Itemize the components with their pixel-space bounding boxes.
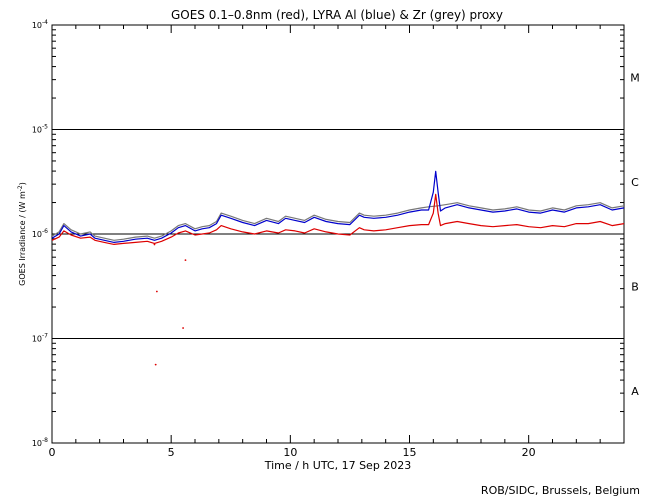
outlier-point [155, 290, 158, 293]
y-axis-ticks: 10-410-510-610-710-8 [32, 19, 624, 448]
y-axis-label-end: ) [18, 182, 27, 185]
x-axis-label: Time / h UTC, 17 Sep 2023 [264, 459, 412, 472]
y-tick-exponent: -5 [42, 124, 48, 131]
x-tick-label: 15 [403, 446, 417, 459]
y-tick-label: 10-4 [32, 19, 48, 30]
series-line-1 [51, 170, 625, 243]
outlier-point [153, 243, 156, 246]
series-line-0 [51, 202, 625, 241]
flare-class-c: C [631, 176, 639, 189]
data-series [51, 170, 625, 245]
y-tick-label: 10-5 [32, 124, 48, 135]
outlier-point [182, 327, 184, 329]
chart-title: GOES 0.1–0.8nm (red), LYRA Al (blue) & Z… [171, 8, 503, 22]
flare-class-labels: M C B A [630, 71, 640, 398]
x-tick-label: 5 [168, 446, 175, 459]
y-tick-exponent: -8 [42, 437, 48, 444]
outlier-point [184, 259, 187, 262]
y-tick-base: 10 [32, 21, 42, 30]
y-tick-label: 10-8 [32, 437, 48, 448]
flare-class-a: A [631, 385, 639, 398]
x-tick-label: 0 [49, 446, 56, 459]
outlier-points [153, 243, 187, 366]
x-axis-ticks: 0 5 10 15 20 [49, 25, 625, 459]
flare-class-b: B [631, 280, 639, 293]
flare-class-m: M [630, 71, 640, 84]
y-tick-exponent: -4 [42, 19, 48, 26]
y-axis-label: GOES Irradiance / (W m-2) [17, 182, 27, 286]
series-line-2 [51, 193, 625, 245]
y-axis-label-main: GOES Irradiance / (W m [18, 191, 27, 286]
y-axis-label-superscript: -2 [17, 185, 24, 191]
outlier-point [154, 363, 157, 366]
y-tick-exponent: -6 [42, 228, 48, 235]
credit-text: ROB/SIDC, Brussels, Belgium [481, 484, 640, 497]
y-tick-base: 10 [32, 126, 42, 135]
x-tick-label: 10 [283, 446, 297, 459]
y-tick-base: 10 [32, 335, 42, 344]
y-tick-base: 10 [32, 230, 42, 239]
y-tick-exponent: -7 [42, 333, 48, 340]
y-tick-label: 10-7 [32, 333, 48, 344]
x-tick-label: 20 [522, 446, 536, 459]
y-tick-base: 10 [32, 439, 42, 448]
y-tick-label: 10-6 [32, 228, 48, 239]
